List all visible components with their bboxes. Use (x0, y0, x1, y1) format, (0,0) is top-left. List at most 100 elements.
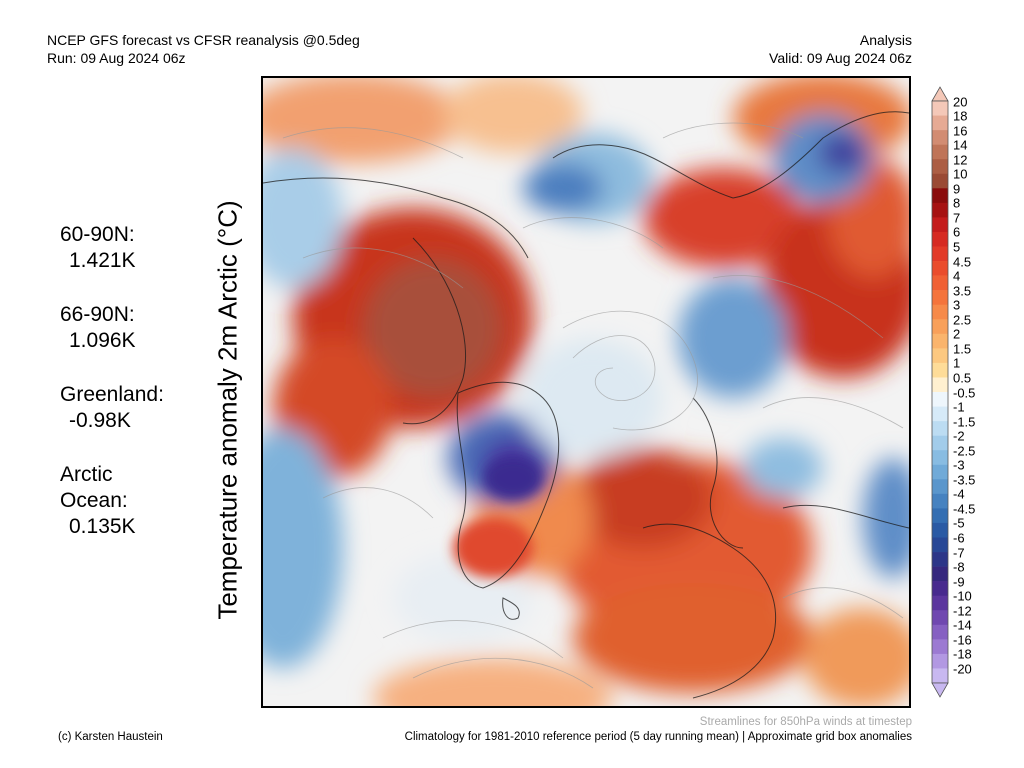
colorbar-bin (932, 362, 948, 378)
colorbar-labels: 20 18 16 14 12 10 9 8 7 6 5 4.5 4 3.5 3 2.5 2 1.5 1 0.5 -0.5… (953, 86, 1013, 698)
anomaly-field (263, 78, 909, 706)
colorbar-tick-label: 12 (953, 152, 968, 168)
colorbar-tick-label: 3 (953, 297, 961, 313)
coastlines (263, 111, 909, 699)
colorbar-tick-label: 7 (953, 210, 961, 226)
colorbar-tick-label: 4.5 (953, 254, 972, 270)
regional-stats: 60-90N: 1.421K 66-90N: 1.096K Greenland:… (60, 222, 164, 568)
stat-66-90n: 66-90N: 1.096K (60, 302, 164, 354)
colorbar-bin (932, 522, 948, 538)
stat-value: 1.096K (69, 329, 136, 352)
colorbar-bin (932, 144, 948, 160)
header-right: Analysis Valid: 09 Aug 2024 06z (769, 31, 912, 67)
stat-label: Greenland: (60, 383, 164, 406)
colorbar-bin (932, 304, 948, 320)
colorbar-tick-label: 14 (953, 137, 968, 153)
colorbar-bin (932, 464, 948, 480)
colorbar-tick-label: 2 (953, 326, 961, 342)
colorbar-tick-label: 9 (953, 181, 961, 197)
colorbar-bin (932, 231, 948, 247)
anomaly-map (261, 76, 911, 708)
colorbar-bin (932, 159, 948, 175)
colorbar-bin (932, 319, 948, 335)
colorbar-bin (932, 290, 948, 305)
colorbar (931, 86, 949, 698)
map-title: NCEP GFS forecast vs CFSR reanalysis @0.… (47, 32, 360, 48)
analysis-label: Analysis (859, 32, 912, 48)
colorbar-tick-label: -4.5 (953, 501, 976, 517)
climatology-note: Climatology for 1981-2010 reference peri… (404, 731, 912, 743)
colorbar-tick-label: -3 (953, 457, 965, 473)
colorbar-tick-label: 2.5 (953, 312, 972, 328)
stat-value: -0.98K (69, 409, 131, 432)
colorbar-tick-label: -4 (953, 486, 965, 502)
stat-label: 60-90N: (60, 223, 135, 246)
colorbar-bin (932, 217, 948, 233)
colorbar-bottom-arrow (931, 682, 949, 698)
colorbar-bin (932, 581, 948, 596)
colorbar-bin (932, 639, 948, 655)
colorbar-bin (932, 624, 948, 640)
colorbar-tick-label: 6 (953, 224, 961, 240)
colorbar-tick-label: -9 (953, 574, 965, 590)
stat-value: 0.135K (69, 515, 136, 538)
colorbar-tick-label: -1 (953, 399, 965, 415)
colorbar-bin (932, 595, 948, 611)
stat-arctic-ocean: Arctic Ocean: 0.135K (60, 462, 164, 540)
credit: (c) Karsten Haustein (58, 731, 163, 743)
colorbar-tick-label: -12 (953, 603, 972, 619)
colorbar-bin (932, 479, 948, 495)
colorbar-tick-label: 5 (953, 239, 961, 255)
colorbar-tick-label: -3.5 (953, 472, 976, 488)
header-left: NCEP GFS forecast vs CFSR reanalysis @0.… (47, 31, 360, 67)
colorbar-bin (932, 130, 948, 145)
colorbar-bin (932, 406, 948, 422)
colorbar-bin (932, 450, 948, 466)
stat-greenland: Greenland: -0.98K (60, 382, 164, 434)
greenland-detail (453, 456, 543, 578)
colorbar-bins (931, 100, 949, 684)
colorbar-bin (932, 348, 948, 364)
colorbar-bin (932, 421, 948, 436)
colorbar-bin (932, 552, 948, 567)
colorbar-tick-label: -18 (953, 646, 972, 662)
streamlines-note: Streamlines for 850hPa winds at timestep (699, 716, 912, 728)
colorbar-bin (932, 392, 948, 407)
colorbar-top-arrow (931, 86, 949, 102)
colorbar-tick-label: 18 (953, 108, 968, 124)
colorbar-bin (932, 377, 948, 393)
colorbar-bin (932, 435, 948, 451)
run-time: Run: 09 Aug 2024 06z (47, 50, 186, 66)
colorbar-bin (932, 566, 948, 582)
colorbar-tick-label: -14 (953, 617, 972, 633)
colorbar-bin (932, 333, 948, 349)
colorbar-bin (932, 188, 948, 204)
wind-streamlines (282, 122, 904, 689)
colorbar-bin (932, 202, 948, 218)
colorbar-bin (932, 246, 948, 262)
colorbar-tick-label: 4 (953, 268, 961, 284)
colorbar-tick-label: 20 (953, 94, 968, 109)
colorbar-tick-label: -0.5 (953, 385, 976, 400)
stat-label: 66-90N: (60, 303, 135, 326)
colorbar-tick-label: -16 (953, 632, 972, 648)
colorbar-tick-label: -7 (953, 545, 965, 561)
colorbar-bin (932, 101, 948, 116)
colorbar-tick-label: -6 (953, 530, 965, 546)
colorbar-bin (932, 115, 948, 131)
colorbar-tick-label: -1.5 (953, 414, 976, 430)
stat-60-90n: 60-90N: 1.421K (60, 222, 164, 274)
colorbar-bin (932, 275, 948, 291)
colorbar-bin (932, 653, 948, 669)
colorbar-bin (932, 537, 948, 553)
colorbar-tick-label: -5 (953, 515, 965, 531)
colorbar-tick-label: 10 (953, 166, 968, 182)
colorbar-tick-label: -20 (953, 661, 972, 677)
colorbar-tick-label: 0.5 (953, 370, 972, 386)
map-graphic (263, 78, 909, 706)
colorbar-bin (932, 508, 948, 524)
colorbar-bin (932, 261, 948, 276)
valid-time: Valid: 09 Aug 2024 06z (769, 50, 912, 66)
colorbar-tick-label: -2 (953, 428, 965, 444)
stat-value: 1.421K (69, 249, 136, 272)
